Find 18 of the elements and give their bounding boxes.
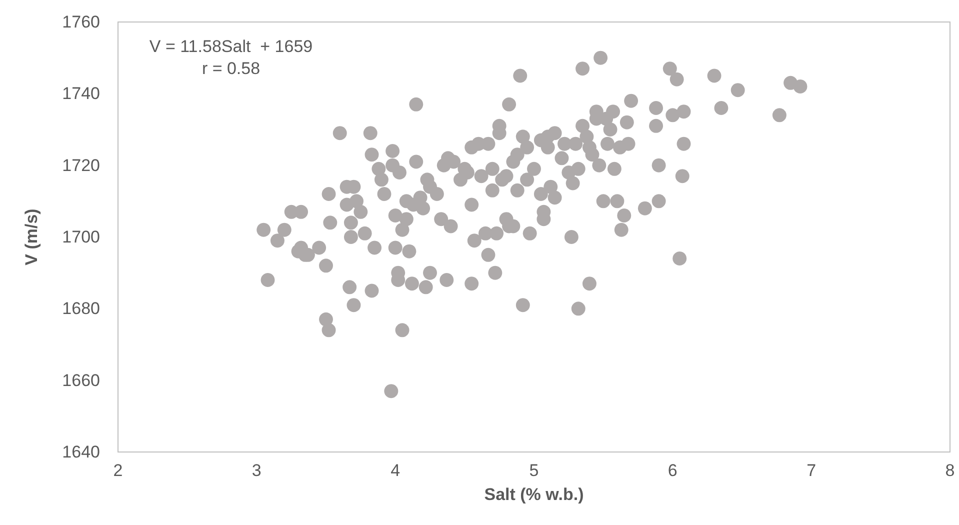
y-tick-label: 1720 (62, 156, 100, 175)
y-tick-label: 1740 (62, 84, 100, 104)
x-tick-label: 7 (806, 461, 816, 480)
y-axis-title: V (m/s) (22, 208, 41, 266)
x-tick-label: 2 (113, 461, 123, 480)
y-tick-label: 1760 (62, 12, 100, 32)
annotation: r = 0.58 (202, 59, 260, 78)
x-axis-title: Salt (% w.b.) (484, 485, 584, 504)
y-tick-label: 1700 (62, 228, 100, 246)
y-tick-label: 1640 (62, 442, 100, 462)
x-tick-label: 8 (945, 461, 955, 480)
x-tick-label: 6 (668, 461, 678, 480)
y-tick-label: 1660 (62, 370, 100, 390)
x-tick-label: 5 (529, 461, 539, 480)
x-tick-label: 3 (252, 461, 262, 480)
annotation: V = 11.58Salt + 1659 (149, 37, 313, 56)
y-tick-label: 1680 (62, 299, 100, 318)
x-tick-label: 4 (390, 461, 400, 480)
